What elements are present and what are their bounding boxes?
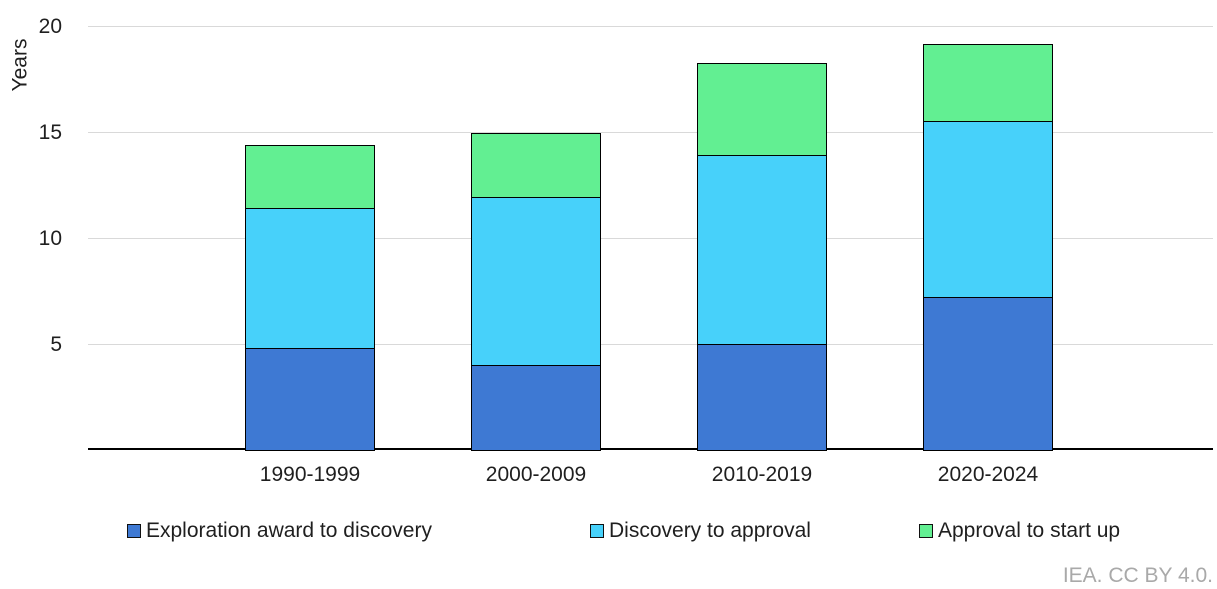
bar-segment-exploration-award-to-discovery <box>924 297 1052 451</box>
bar-segment-approval-to-start-up <box>246 146 374 208</box>
bar-segment-discovery-to-approval <box>472 197 600 365</box>
gridline-5 <box>88 343 1213 345</box>
attribution-text: IEA. CC BY 4.0. <box>1062 564 1213 587</box>
x-category-label-2020-2024: 2020-2024 <box>937 463 1039 486</box>
legend-label: Approval to start up <box>938 519 1121 542</box>
bar-segment-discovery-to-approval <box>698 154 826 344</box>
bar-segment-exploration-award-to-discovery <box>472 364 600 451</box>
x-category-label-1990-1999: 1990-1999 <box>259 463 361 486</box>
gridline-15 <box>88 131 1213 133</box>
legend-label: Discovery to approval <box>609 519 811 542</box>
gridline-10 <box>88 237 1213 239</box>
bar-segment-discovery-to-approval <box>246 207 374 349</box>
bar-2000-2009 <box>471 132 601 452</box>
bar-1990-1999 <box>245 145 375 452</box>
bar-segment-approval-to-start-up <box>698 63 826 155</box>
y-tick-label-5: 5 <box>50 332 62 356</box>
legend-swatch-icon <box>590 523 604 538</box>
legend-label: Exploration award to discovery <box>146 519 432 542</box>
bar-segment-approval-to-start-up <box>924 44 1052 121</box>
x-category-label-2010-2019: 2010-2019 <box>711 463 813 486</box>
bar-2010-2019 <box>697 62 827 452</box>
legend-item-discovery-to-approval: Discovery to approval <box>590 520 811 541</box>
y-axis-title: Years <box>8 38 32 92</box>
legend-item-exploration-award-to-discovery: Exploration award to discovery <box>127 520 432 541</box>
legend-swatch-icon <box>919 523 933 538</box>
legend-swatch-icon <box>127 523 141 538</box>
bar-segment-exploration-award-to-discovery <box>698 343 826 451</box>
x-category-label-2000-2009: 2000-2009 <box>485 463 587 486</box>
y-tick-label-15: 15 <box>38 120 62 144</box>
y-tick-label-10: 10 <box>38 226 62 250</box>
bar-segment-exploration-award-to-discovery <box>246 348 374 451</box>
bar-segment-discovery-to-approval <box>924 120 1052 298</box>
bar-segment-approval-to-start-up <box>472 133 600 197</box>
x-axis-line <box>88 448 1213 450</box>
legend-item-approval-to-start-up: Approval to start up <box>919 520 1120 541</box>
bar-2020-2024 <box>923 43 1053 452</box>
y-tick-label-20: 20 <box>38 14 62 38</box>
gridline-20 <box>88 25 1213 27</box>
